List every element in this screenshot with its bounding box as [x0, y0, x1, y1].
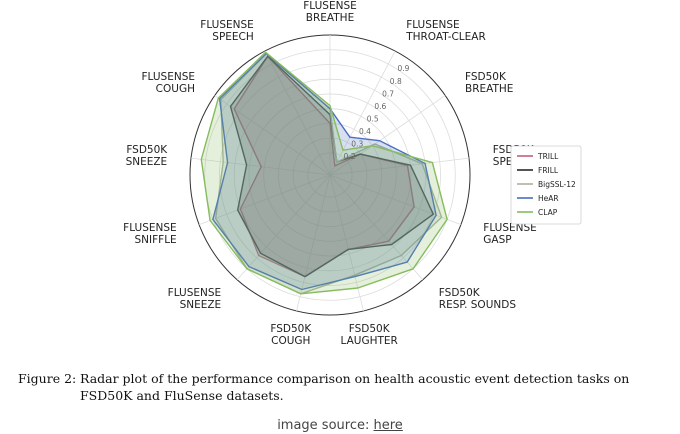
source-prefix: image source:	[277, 418, 374, 433]
r-tick-label: 0.8	[390, 77, 402, 86]
axis-spoke	[329, 95, 446, 176]
r-tick-label: 0.3	[351, 140, 363, 149]
caption-text: Radar plot of the performance comparison…	[80, 371, 630, 403]
radar-chart: 0.2 0.3 0.4 0.5 0.6 0.7 0.8 0.9 FLUSENSE BREATHE F…	[123, 0, 582, 347]
r-tick-label: 0.7	[382, 89, 394, 98]
axis-label: FSD50K COUGH	[270, 323, 312, 347]
series-area-clap	[200, 51, 448, 295]
r-tick-label: 0.5	[367, 115, 379, 124]
axis-label: FSD50K BREATHE	[465, 71, 513, 95]
axis-label: FSD50K RESP. SOUNDS	[439, 287, 517, 311]
axis-label: FLUSENSE SNEEZE	[168, 287, 222, 311]
legend-entry: TRILL	[537, 152, 559, 161]
series-area-hear	[212, 52, 437, 291]
series-area-frill	[229, 55, 434, 278]
axis-label: FSD50K LAUGHTER	[341, 323, 398, 347]
axis-spoke	[329, 50, 396, 176]
r-tick-label: 0.6	[374, 102, 386, 111]
axis-spoke	[329, 174, 462, 226]
axis-label: FLUSENSE COUGH	[141, 71, 195, 95]
r-tick-label: 0.2	[344, 152, 356, 161]
axis-spoke	[329, 157, 470, 176]
legend-entry: HeAR	[538, 194, 559, 203]
legend-entry: CLAP	[538, 208, 558, 217]
axis-spoke	[296, 174, 331, 312]
axis-spoke	[264, 50, 331, 176]
source-link[interactable]: here	[373, 418, 403, 433]
image-source: image source: here	[0, 418, 680, 433]
axis-spoke	[198, 174, 331, 226]
caption-label: Figure 2:	[18, 371, 77, 386]
figure-caption: Figure 2: Radar plot of the performance c…	[18, 370, 668, 404]
r-tick-label: 0.9	[398, 64, 410, 73]
r-tick-label: 0.4	[359, 127, 371, 136]
legend-box	[510, 145, 582, 225]
axis-label: FLUSENSE BREATHE	[303, 0, 357, 24]
axis-label: FLUSENSE SPEECH	[200, 19, 254, 43]
axis-spoke	[236, 174, 331, 281]
legend-entry: FRILL	[538, 166, 559, 175]
axis-label: FLUSENSE GASP	[483, 222, 537, 246]
legend-entry: BigSSL-12	[538, 180, 576, 189]
axis-label: FLUSENSE SNIFFLE	[123, 222, 177, 246]
axis-label: FSD50K SNEEZE	[126, 144, 169, 168]
axis-label: FLUSENSE THROAT-CLEAR	[405, 19, 486, 43]
